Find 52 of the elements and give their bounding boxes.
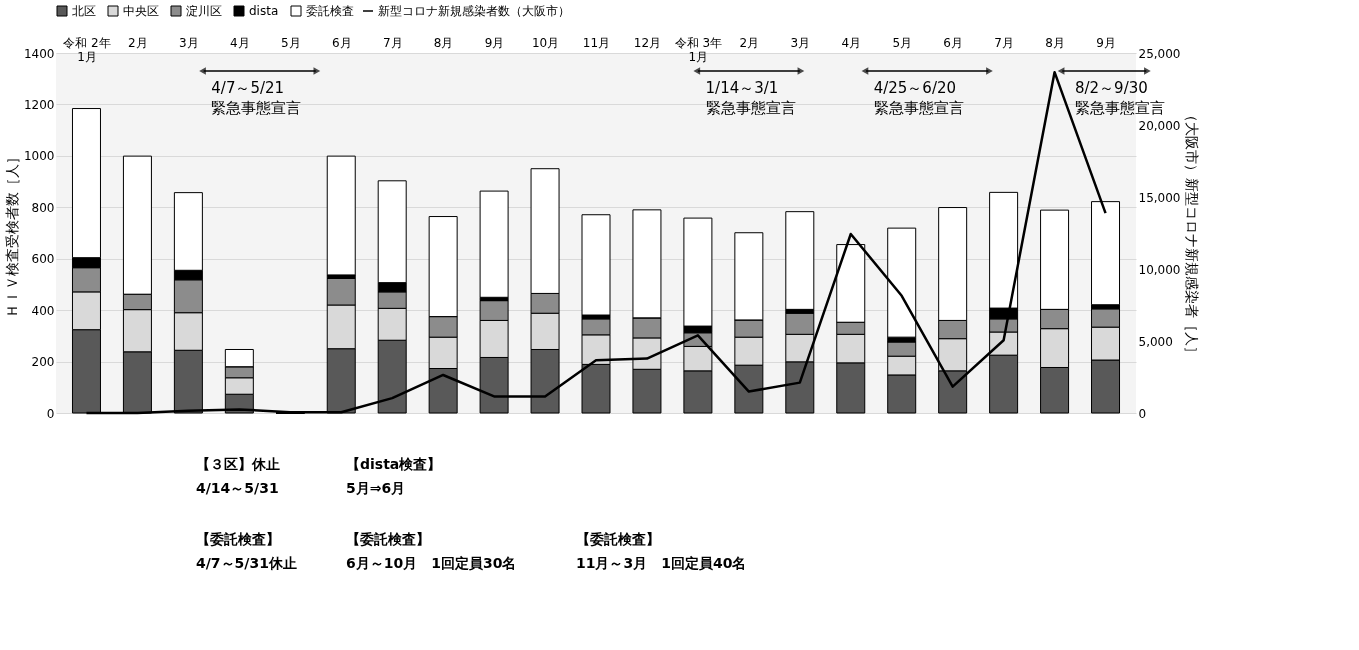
y-axis-title: ＨＩＶ検査受検者数［人］	[3, 149, 20, 318]
y2-tick-label: 0	[1138, 406, 1147, 421]
y-tick-label: 200	[31, 355, 55, 370]
y-tick-label: 1400	[23, 46, 55, 61]
x-tick-label: 5月	[280, 35, 301, 50]
y2-tick-label: 5,000	[1138, 334, 1173, 349]
x-tick-label: 7月	[382, 35, 403, 50]
x-tick-label: 9月	[484, 35, 505, 50]
x-tick-label: 8月	[1045, 35, 1065, 50]
text: 【委託検査】 4/7～5/31休止	[196, 531, 297, 571]
y2-tick-label: 15,000	[1138, 190, 1181, 205]
y-tick-label: 400	[31, 303, 55, 318]
y-tick-label: 800	[31, 200, 55, 215]
x-tick-label: 10月	[531, 35, 560, 50]
x-tick-label: 2月	[739, 35, 760, 50]
y-tick-label: 1200	[23, 97, 55, 112]
x-tick-label: 6月	[943, 35, 963, 50]
y2-axis-title: （大阪市）新型コロナ新規感染者［人］	[1184, 107, 1201, 360]
legend-label: 新型コロナ新規感染者数（大阪市）	[378, 4, 570, 18]
annotation: 1/14～3/1 緊急事態宣言	[705, 79, 796, 117]
y-tick-label: 1000	[23, 149, 55, 164]
x-tick-label: 8月	[433, 35, 454, 50]
x-tick-label: 2月	[128, 35, 148, 50]
x-tick-label: 7月	[994, 35, 1014, 50]
annotation: 4/25～6/20 緊急事態宣言	[873, 79, 964, 117]
x-tick-label: 5月	[892, 35, 913, 50]
y2-tick-label: 20,000	[1138, 118, 1181, 133]
y-tick-label: 0	[46, 406, 55, 421]
x-tick-label: 12月	[633, 35, 662, 50]
x-tick-label: 11月	[582, 35, 611, 50]
y-tick-label: 600	[31, 252, 55, 267]
legend-label: 委託検査	[306, 4, 354, 18]
text: 【dista検査】 5月⇒6月	[346, 456, 442, 496]
legend-label: 中央区	[123, 4, 159, 18]
y2-tick-label: 25,000	[1138, 46, 1181, 61]
text: 【３区】休止 4/14～5/31	[196, 456, 280, 496]
x-tick-label: 4月	[230, 35, 250, 50]
annotation: 4/7～5/21 緊急事態宣言	[211, 79, 302, 117]
x-tick-label: 3月	[790, 35, 811, 50]
x-tick-label: 令和 2年 1月	[63, 35, 111, 64]
legend-label: 淀川区	[186, 4, 222, 18]
y2-tick-label: 10,000	[1138, 262, 1181, 277]
text: 【委託検査】 6月～10月 1回定員30名	[346, 531, 517, 571]
legend-label: dista	[249, 4, 279, 18]
text: 【委託検査】 11月～3月 1回定員40名	[576, 531, 747, 571]
x-tick-label: 令和 3年 1月	[674, 35, 723, 64]
annotation: 8/2～9/30 緊急事態宣言	[1074, 79, 1165, 117]
x-tick-label: 4月	[841, 35, 862, 50]
legend-label: 北区	[72, 4, 96, 18]
x-tick-label: 6月	[331, 35, 352, 50]
x-tick-label: 3月	[179, 35, 199, 50]
x-tick-label: 9月	[1096, 35, 1116, 50]
